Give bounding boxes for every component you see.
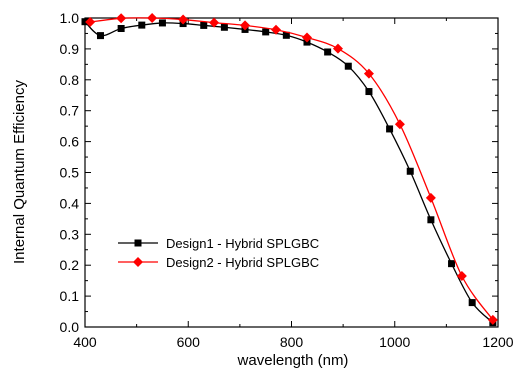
series-1-point [427, 216, 435, 224]
legend-marker-2 [133, 257, 143, 267]
series-2-line [90, 17, 494, 321]
x-tick-label: 1000 [379, 334, 410, 350]
series-1-point [81, 18, 89, 26]
y-tick-label: 0.2 [60, 257, 80, 273]
y-tick-label: 0.1 [60, 288, 80, 304]
series-1 [81, 18, 497, 327]
legend-label-2: Design2 - Hybrid SPLGBC [166, 255, 319, 270]
series-1-line [84, 21, 494, 324]
series-2-point [209, 17, 220, 28]
series-1-point [282, 31, 290, 39]
series-1-point [448, 260, 456, 268]
legend-label-1: Design1 - Hybrid SPLGBC [166, 236, 319, 251]
y-tick-label: 0.7 [60, 103, 80, 119]
x-axis-title: wavelength (nm) [237, 352, 349, 369]
series-2-point [487, 314, 498, 325]
y-tick-label: 0.8 [60, 72, 80, 88]
x-tick-label: 1200 [482, 334, 513, 350]
series-2-point [85, 17, 96, 28]
series-2-point [425, 192, 436, 203]
x-tick-label: 600 [177, 334, 201, 350]
series-2-point [147, 13, 158, 23]
y-tick-label: 0.6 [60, 134, 80, 150]
plot-frame [84, 17, 499, 328]
x-tick-label: 400 [73, 334, 97, 350]
series-1-point [138, 21, 146, 29]
series-1-point [344, 62, 352, 70]
series-2-point [178, 14, 189, 25]
y-tick-label: 0.4 [60, 195, 80, 211]
y-tick-label: 1.0 [60, 10, 80, 26]
y-tick-label: 0.0 [60, 319, 80, 335]
series-2-point [116, 13, 127, 24]
series-1-point [406, 167, 414, 175]
y-tick-label: 0.5 [60, 165, 80, 181]
series-2-point [271, 24, 282, 35]
series-1-point [158, 19, 166, 27]
axes: 0.0 0.1 0.2 0.3 0.4 0.5 0.6 0.7 0.8 0.9 1.0 400 600 8… [60, 10, 514, 350]
series-2-point [332, 43, 343, 54]
y-axis-title: Internal Quantum Efficiency [11, 80, 28, 264]
x-tick-label: 800 [280, 334, 304, 350]
series-2-point [394, 119, 405, 130]
series-1-point [365, 88, 373, 96]
series-2-point [240, 20, 251, 31]
series-2-point [301, 32, 312, 43]
series-1-point [468, 299, 476, 307]
series-2-point [456, 271, 467, 282]
series-1-point [386, 125, 394, 133]
series-2 [85, 13, 498, 325]
series-1-point [96, 32, 104, 40]
series-1-point [324, 48, 332, 56]
legend: Design1 - Hybrid SPLGBC Design2 - Hybrid … [118, 236, 319, 270]
series-1-point [200, 21, 208, 29]
series-layer [81, 13, 498, 327]
legend-marker-1 [134, 239, 142, 247]
series-1-point [117, 25, 125, 33]
y-tick-label: 0.9 [60, 41, 80, 57]
series-2-point [363, 68, 374, 79]
series-1-point [220, 23, 228, 31]
series-1-point [262, 28, 270, 36]
y-tick-label: 0.3 [60, 226, 80, 242]
